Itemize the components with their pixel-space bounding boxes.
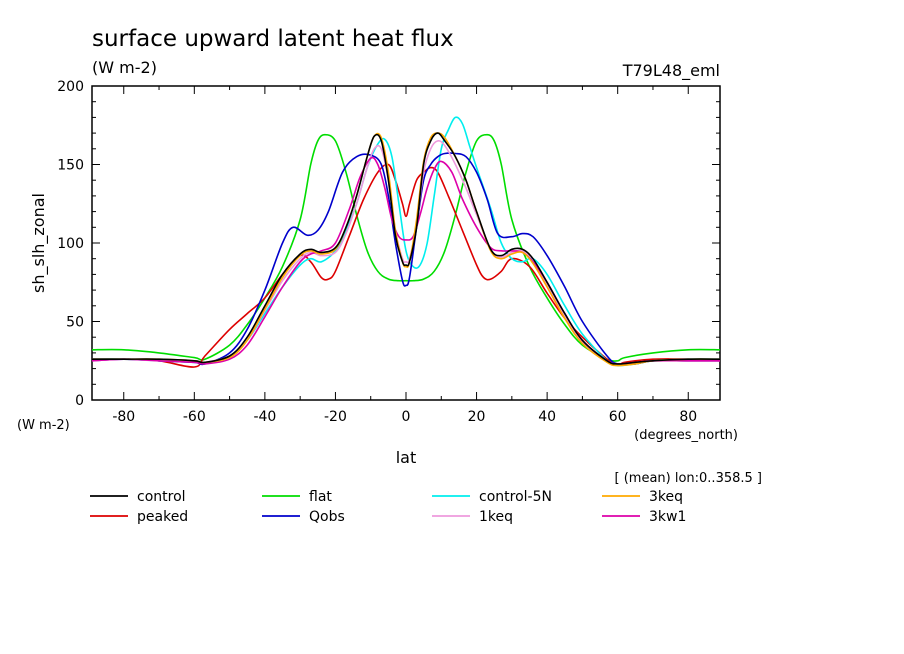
x-tick-label: 20 [468,409,486,425]
x-tick-label: 40 [538,409,556,425]
legend-label-1keq: 1keq [479,509,513,525]
y-axis-label: sh_slh_zonal [29,193,49,293]
title-units: (W m-2) [92,58,157,77]
legend-label-peaked: peaked [137,509,188,525]
legend-label-control: control [137,489,186,505]
x-tick-label: -20 [324,409,347,425]
tick-labels: -80 -60 -40 -20 0 20 40 60 80 0 50 100 150 200 [57,79,697,425]
x-tick-label: -80 [112,409,135,425]
subset-note: [ (mean) lon:0..358.5 ] [615,471,763,486]
series-line-control-5N [91,116,721,367]
series-line-Qobs [91,152,720,366]
legend-label-3kw1: 3kw1 [649,509,686,525]
plot-lines [91,116,721,368]
y-tick-label: 0 [75,393,84,409]
x-tick-label: 80 [679,409,697,425]
x-tick-label: -40 [253,409,276,425]
y-tick-label: 200 [57,79,84,95]
series-line-3kw1 [91,156,720,365]
chart-title: surface upward latent heat flux [92,26,454,52]
legend-label-Qobs: Qobs [309,509,345,525]
legend-label-flat: flat [309,489,332,505]
y-axis-units: (W m-2) [17,418,70,433]
x-axis-units: (degrees_north) [634,428,738,443]
y-tick-label: 150 [57,158,84,174]
x-tick-label: 0 [402,409,411,425]
legend-label-3keq: 3keq [649,489,683,505]
x-axis-label: lat [396,448,417,467]
y-tick-label: 100 [57,236,84,252]
series-line-control [92,132,721,365]
run-label: T79L48_eml [622,61,720,81]
plot-frame [91,85,721,401]
legend: control flat control-5N 3keq peaked Qobs 1keq 3… [90,489,686,525]
x-tick-label: -60 [183,409,206,425]
ticks [92,86,720,400]
y-tick-label: 50 [66,315,84,331]
legend-label-control-5N: control-5N [479,489,552,505]
x-tick-label: 60 [609,409,627,425]
